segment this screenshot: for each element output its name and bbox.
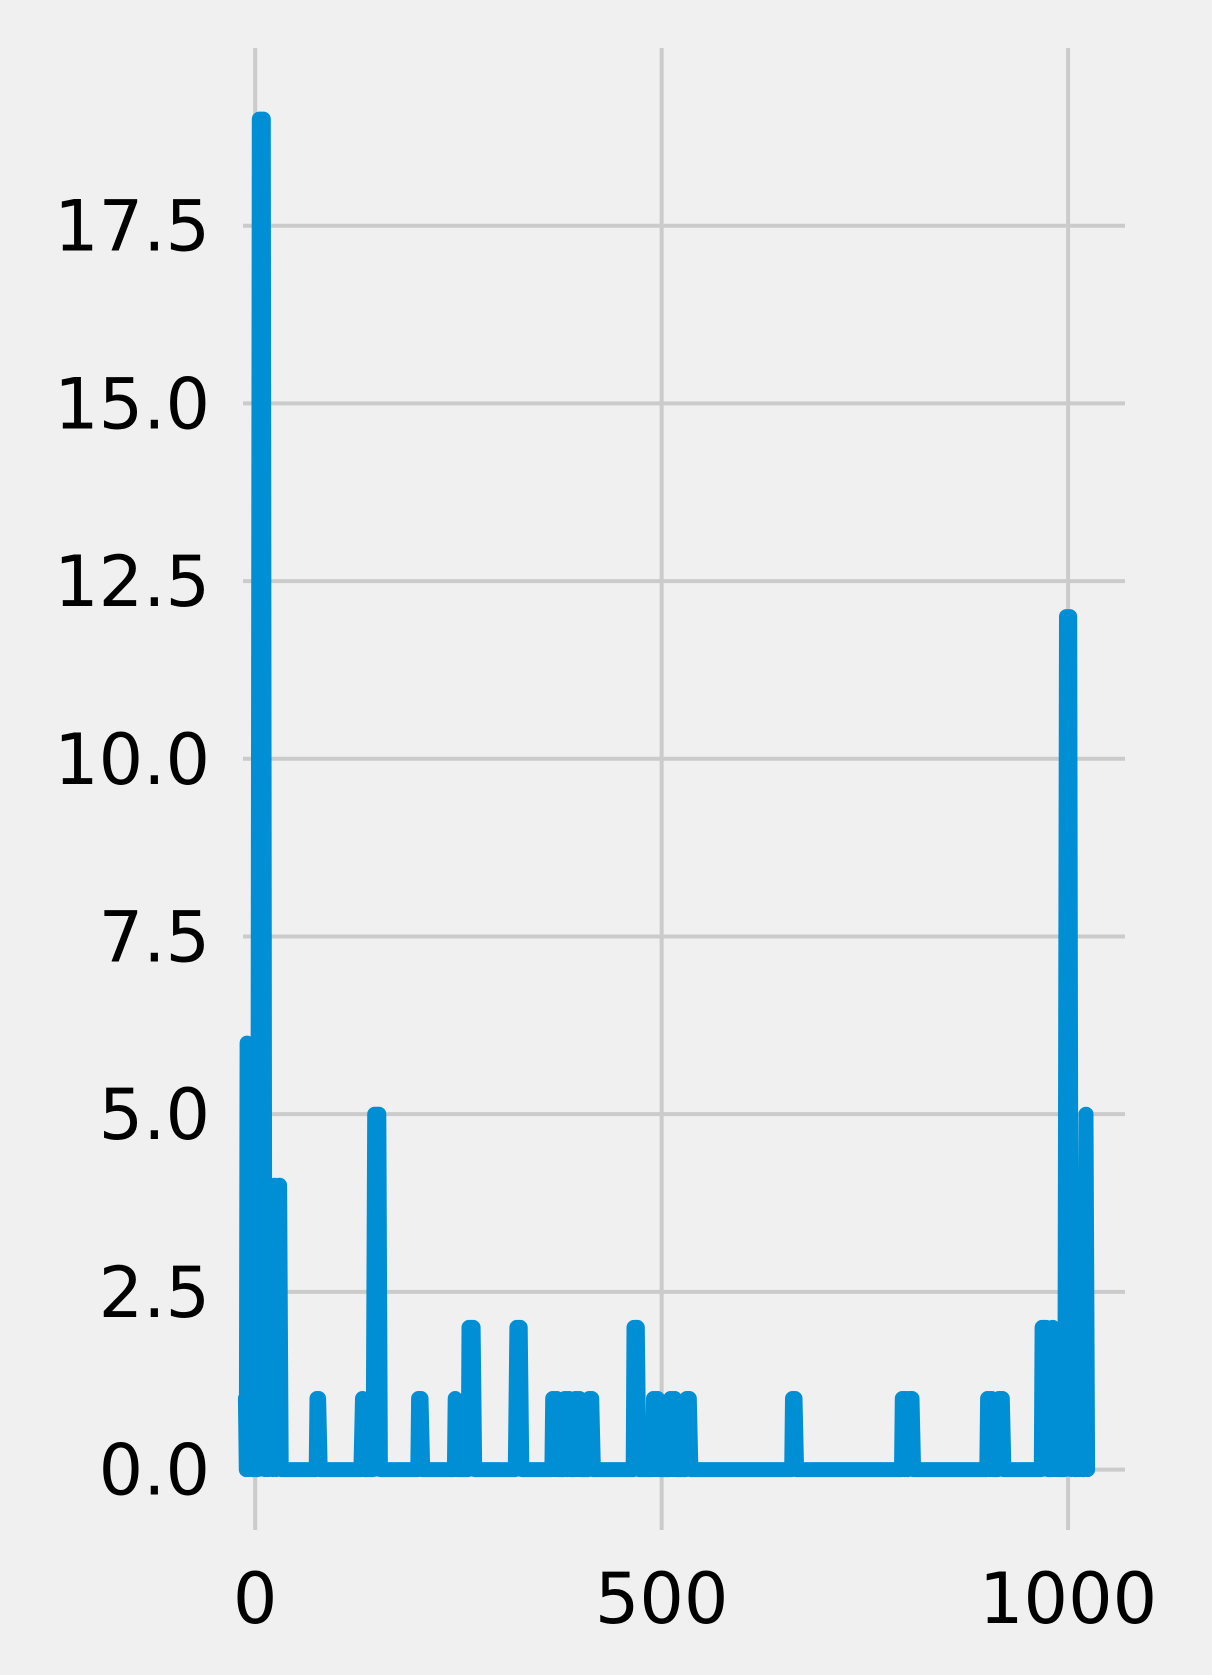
y-tick-label-1: 2.5 <box>99 1252 210 1334</box>
y-tick-label-4: 10.0 <box>54 719 210 801</box>
y-tick-label-5: 12.5 <box>54 541 210 623</box>
y-tick-label-3: 7.5 <box>99 896 210 978</box>
y-tick-label-6: 15.0 <box>54 363 210 445</box>
y-tick-label-0: 0.0 <box>99 1430 210 1512</box>
x-tick-label-0: 0 <box>233 1558 278 1640</box>
x-tick-label-1: 500 <box>595 1558 729 1640</box>
y-tick-label-7: 17.5 <box>54 186 210 268</box>
series-layer <box>237 111 1096 1478</box>
y-tick-label-2: 5.0 <box>99 1074 210 1156</box>
y-axis-ticks: 0.0 2.5 5.0 7.5 10.0 12.5 15.0 17.5 <box>54 186 210 1512</box>
x-axis-ticks: 0 500 1000 <box>233 1558 1157 1640</box>
x-tick-label-2: 1000 <box>979 1558 1157 1640</box>
series-line-0 <box>237 111 1096 1478</box>
